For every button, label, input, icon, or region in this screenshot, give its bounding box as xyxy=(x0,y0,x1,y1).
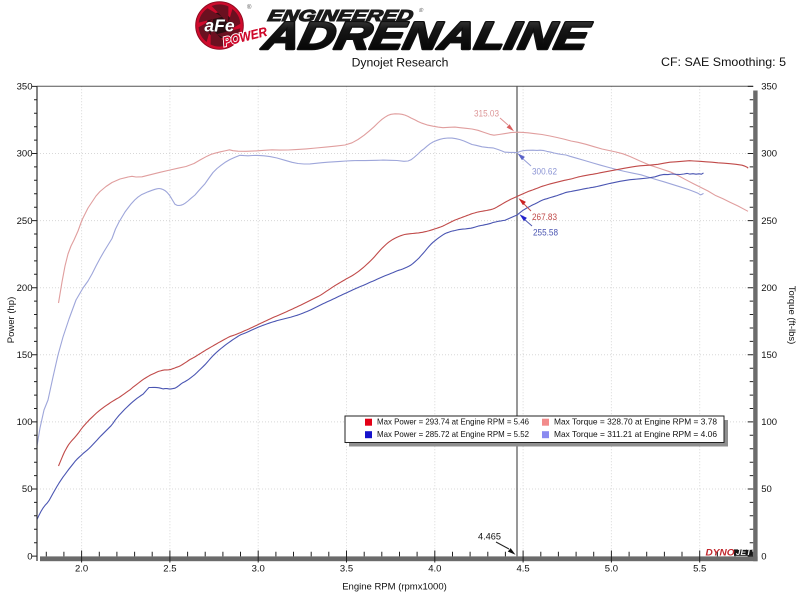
svg-text:3.5: 3.5 xyxy=(340,564,353,575)
svg-text:150: 150 xyxy=(17,350,33,361)
svg-text:350: 350 xyxy=(761,82,777,93)
svg-text:2.5: 2.5 xyxy=(163,564,176,575)
svg-text:Max Power = 285.72 at Engine R: Max Power = 285.72 at Engine RPM = 5.52 xyxy=(377,429,529,439)
svg-text:Engine RPM (rpmx1000): Engine RPM (rpmx1000) xyxy=(342,582,447,593)
svg-text:ENGINEERED: ENGINEERED xyxy=(266,7,415,25)
svg-text:®: ® xyxy=(247,4,252,11)
svg-text:DYNO: DYNO xyxy=(706,547,735,557)
svg-text:3.0: 3.0 xyxy=(252,564,265,575)
svg-text:Max Torque = 311.21 at Engine: Max Torque = 311.21 at Engine RPM = 4.06 xyxy=(554,429,717,439)
svg-text:267.83: 267.83 xyxy=(532,212,557,222)
svg-text:200: 200 xyxy=(761,283,777,294)
svg-text:®: ® xyxy=(418,7,424,14)
svg-text:5.0: 5.0 xyxy=(605,564,618,575)
svg-text:315.03: 315.03 xyxy=(474,109,499,119)
svg-text:250: 250 xyxy=(17,216,33,227)
svg-text:300: 300 xyxy=(761,149,777,160)
svg-text:CF: SAE Smoothing: 5: CF: SAE Smoothing: 5 xyxy=(661,55,786,69)
svg-text:350: 350 xyxy=(17,82,33,93)
svg-text:aFe: aFe xyxy=(204,16,234,36)
svg-text:ADRENALINE: ADRENALINE xyxy=(258,14,595,58)
svg-text:100: 100 xyxy=(17,417,33,428)
svg-text:250: 250 xyxy=(761,216,777,227)
svg-text:300.62: 300.62 xyxy=(532,167,557,177)
svg-text:JET: JET xyxy=(736,547,752,557)
svg-text:Max Power = 293.74 at Engine R: Max Power = 293.74 at Engine RPM = 5.46 xyxy=(377,417,529,427)
svg-text:Power (hp): Power (hp) xyxy=(6,297,17,343)
svg-text:150: 150 xyxy=(761,350,777,361)
svg-text:0: 0 xyxy=(761,551,766,562)
svg-text:50: 50 xyxy=(761,484,772,495)
svg-text:Max Torque = 328.70 at Engine: Max Torque = 328.70 at Engine RPM = 3.78 xyxy=(554,417,717,427)
svg-text:50: 50 xyxy=(22,484,33,495)
svg-text:2.0: 2.0 xyxy=(75,564,88,575)
svg-text:200: 200 xyxy=(17,283,33,294)
svg-text:Dynojet Research: Dynojet Research xyxy=(352,56,449,70)
svg-text:5.5: 5.5 xyxy=(693,564,706,575)
svg-text:Torque (ft-lbs): Torque (ft-lbs) xyxy=(786,286,797,345)
svg-text:4.0: 4.0 xyxy=(428,564,441,575)
svg-text:4.5: 4.5 xyxy=(516,564,529,575)
svg-text:255.58: 255.58 xyxy=(533,228,558,238)
svg-text:0: 0 xyxy=(27,551,32,562)
svg-text:300: 300 xyxy=(17,149,33,160)
svg-text:100: 100 xyxy=(761,417,777,428)
svg-text:4.465: 4.465 xyxy=(478,532,501,542)
